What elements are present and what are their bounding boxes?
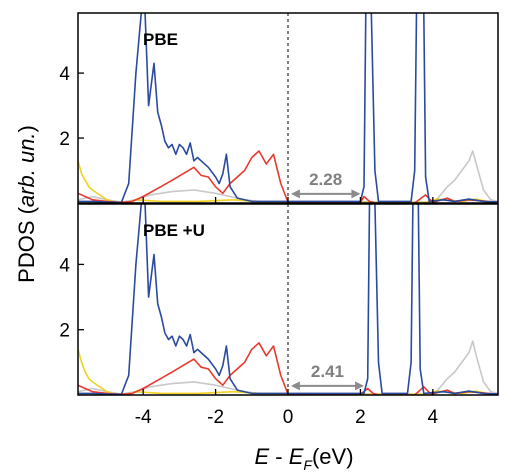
pbe-y-tick-label: 4: [59, 64, 70, 85]
pbe-frame: [77, 12, 499, 204]
x-axis-title: E - EF(eV): [254, 444, 353, 473]
pbe-u-panel-label: PBE +U: [143, 221, 205, 240]
y-axis-title-prefix: PDOS (: [14, 206, 39, 282]
pbe-y-tick-label: 2: [59, 129, 70, 150]
y-axis-title-suffix: ): [14, 125, 39, 132]
pbe-u-gap-arrow: [290, 381, 365, 391]
pbe-u-series-blue-line: [78, 204, 498, 395]
x-axis-title-minus: -: [269, 444, 289, 469]
pbe-gap-arrow-head-left: [290, 189, 300, 199]
pbe-u-y-tick-label: 2: [59, 321, 70, 342]
pbe-u-y-ticks: 24: [59, 255, 84, 342]
x-axis-title-sub: F: [303, 457, 313, 473]
x-tick-label: -2: [207, 407, 224, 428]
pbe-u-gap-label: 2.41: [311, 362, 344, 381]
x-axis-title-e: E: [254, 444, 269, 469]
pbe-u-frame: [77, 203, 499, 396]
pbe-u-gap-arrow-head-left: [290, 381, 300, 391]
x-ticks: -4 -2 0 2 4: [135, 197, 439, 428]
pbe-y-ticks: 24: [59, 64, 84, 150]
x-tick-label: 2: [355, 407, 366, 428]
y-axis-title-unit: arb. un.: [14, 132, 39, 207]
pbe-series-group: [78, 13, 498, 203]
pbe-u-series-group: [78, 204, 498, 395]
x-axis-title-ef: E: [289, 444, 304, 469]
panel-pbe-u: PBE +U 2.41 24: [59, 204, 498, 395]
x-tick-label: 4: [428, 407, 439, 428]
panel-pbe: PBE 2.28 24: [59, 13, 498, 203]
y-axis-title: PDOS (arb. un.): [14, 125, 39, 283]
pbe-series-blue-line: [78, 13, 498, 203]
pbe-u-series-red-line: [78, 342, 498, 395]
pbe-gap-arrow: [290, 189, 361, 199]
x-tick-label: -4: [135, 407, 152, 428]
pbe-u-gap-arrow-head-right: [355, 381, 365, 391]
x-tick-label: 0: [283, 407, 294, 428]
pbe-gap-arrow-head-right: [351, 189, 361, 199]
pbe-gap-label: 2.28: [309, 170, 342, 189]
pbe-u-y-tick-label: 4: [59, 255, 70, 276]
plot-frames: [77, 12, 499, 396]
pbe-series-red-line: [78, 150, 498, 203]
pbe-panel-label: PBE: [143, 30, 178, 49]
x-axis-title-unit: (eV): [312, 444, 354, 469]
